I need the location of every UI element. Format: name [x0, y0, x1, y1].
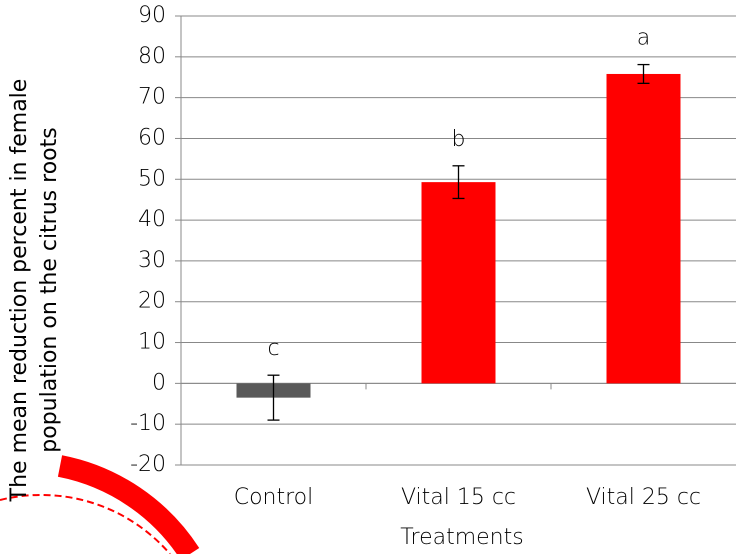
- y-tick-label: 40: [138, 207, 166, 232]
- bar: [421, 182, 496, 384]
- decoration: [0, 455, 200, 554]
- y-tick-label: 10: [138, 330, 166, 355]
- x-tick-label: Control: [234, 485, 314, 510]
- y-tick-label: 80: [138, 44, 166, 69]
- y-tick-label: 90: [138, 3, 166, 28]
- y-tick-label: 50: [138, 166, 166, 191]
- x-tick-label: Vital 25 cc: [586, 485, 701, 510]
- bar: [606, 73, 681, 384]
- decor-dashed-arc: [0, 493, 171, 554]
- annotation: a: [637, 26, 650, 51]
- x-tick-label: Vital 15 cc: [401, 485, 516, 510]
- decor-arc: [57, 455, 200, 554]
- y-tick-label: 60: [138, 125, 166, 150]
- y-tick-label: 0: [152, 370, 166, 395]
- y-tick-label: 70: [138, 85, 166, 110]
- error-bar: [267, 374, 280, 421]
- y-tick-label: 30: [138, 248, 166, 273]
- y-tick-label: -10: [130, 411, 166, 436]
- x-axis-label: Treatments: [400, 525, 523, 550]
- annotation: c: [267, 336, 279, 361]
- error-bar: [637, 63, 650, 84]
- y-tick-label: -20: [130, 452, 166, 477]
- annotation: b: [452, 127, 466, 152]
- y-tick-label: 20: [138, 289, 166, 314]
- y-axis-label: The mean reduction percent in female pop…: [7, 78, 62, 502]
- y-label-box: The mean reduction percent in female pop…: [7, 78, 62, 502]
- error-bar: [452, 165, 465, 200]
